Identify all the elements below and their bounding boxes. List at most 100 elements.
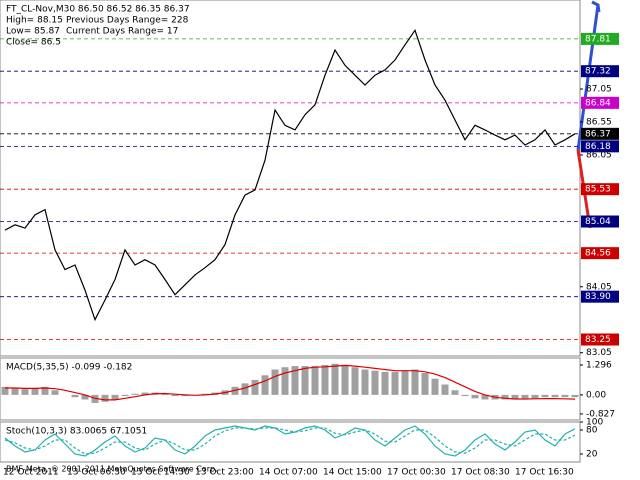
macd-bar <box>381 371 389 395</box>
macd-bar <box>291 366 299 395</box>
x-tick-label: 13 Oct 06:30 <box>67 468 126 478</box>
panel-title: Stoch(10,3,3) 83.0065 67.1051 <box>6 427 147 437</box>
macd-bar <box>51 390 59 395</box>
macd-bar <box>101 394 109 402</box>
macd-bar <box>571 394 579 398</box>
level-box <box>581 247 619 260</box>
macd-bar <box>431 378 439 395</box>
macd-bar <box>71 394 79 398</box>
level-box <box>581 290 619 303</box>
macd-bar <box>511 394 519 400</box>
macd-bar <box>371 370 379 395</box>
level-box <box>581 333 619 346</box>
macd-bar <box>31 387 39 395</box>
series-line <box>4 425 576 457</box>
macd-frame <box>0 357 581 421</box>
macd-bar <box>551 394 559 398</box>
y-tick-label: 0.00 <box>586 390 606 400</box>
y-tick-label: 83.05 <box>586 348 612 358</box>
macd-bar <box>451 390 459 395</box>
macd-bar <box>261 375 269 395</box>
series-line <box>4 28 576 322</box>
level-label: 87.32 <box>585 67 611 77</box>
macd-bar <box>481 394 489 400</box>
macd-bar <box>311 366 319 395</box>
level-box <box>581 127 619 140</box>
info-text: High= 88.15 <box>6 16 63 26</box>
macd-bar <box>271 369 279 395</box>
macd-bar <box>251 379 259 395</box>
macd-bar <box>161 393 169 395</box>
x-tick-label: 13 Oct 14:30 <box>131 468 190 478</box>
macd-bar <box>471 394 479 399</box>
macd-bar <box>401 370 409 395</box>
info-text: Previous Days Range= 228 <box>66 16 189 26</box>
macd-bar <box>141 392 149 395</box>
level-label: 86.84 <box>585 98 611 108</box>
level-label: 83.90 <box>585 292 611 302</box>
macd-bar <box>541 394 549 398</box>
macd-bar <box>41 386 49 395</box>
level-box <box>581 215 619 228</box>
macd-bar <box>321 364 329 395</box>
macd-bar <box>331 363 339 395</box>
arrow-head <box>591 0 601 13</box>
y-tick-label: 86.55 <box>586 117 612 127</box>
macd-bar <box>91 394 99 403</box>
level-box <box>581 140 619 153</box>
x-tick-label: 17 Oct 16:30 <box>515 468 574 478</box>
macd-bar <box>281 367 289 395</box>
macd-bar <box>1 386 9 395</box>
y-tick-label: 87.05 <box>586 85 612 95</box>
forecast-arrow-up <box>576 4 600 151</box>
panel-title: MACD(5,35,5) -0.099 -0.182 <box>6 363 132 373</box>
macd-bar <box>121 394 129 397</box>
y-tick-label: -0.827 <box>586 409 615 419</box>
macd-bar <box>111 394 119 400</box>
macd-bar <box>81 394 89 400</box>
panel-title: FT_CL-Nov,M30 86.50 86.52 86.35 86.37 <box>6 5 190 15</box>
level-box <box>581 32 619 45</box>
y-tick-label: 84.05 <box>586 282 612 292</box>
level-box <box>581 96 619 109</box>
y-tick-label: 100 <box>586 418 603 428</box>
macd-bar <box>421 372 429 395</box>
info-text: Low= 85.87 <box>6 27 60 37</box>
macd-bar <box>391 371 399 395</box>
macd-bar <box>341 364 349 395</box>
macd-bar <box>461 394 469 397</box>
y-tick-label: 86.05 <box>586 150 612 160</box>
y-tick-label: 1.296 <box>586 361 612 371</box>
macd-bar <box>411 369 419 395</box>
x-tick-label: 12 Oct 2011 <box>3 468 59 478</box>
main-frame <box>0 0 581 357</box>
x-tick-label: 14 Oct 07:00 <box>259 468 318 478</box>
x-tick-label: 17 Oct 08:30 <box>451 468 510 478</box>
stoch-frame <box>0 421 581 463</box>
level-label: 86.37 <box>585 129 611 139</box>
macd-bar <box>501 394 509 400</box>
level-label: 85.04 <box>585 217 611 227</box>
x-tick-label: 13 Oct 23:00 <box>195 468 254 478</box>
info-text: Current Days Range= 17 <box>66 27 178 37</box>
level-box <box>581 65 619 78</box>
macd-bar <box>561 394 569 398</box>
level-label: 86.18 <box>585 142 611 152</box>
level-box <box>581 183 619 196</box>
macd-bar <box>441 384 449 395</box>
macd-bar <box>171 394 179 397</box>
x-tick-label: 14 Oct 15:00 <box>323 468 382 478</box>
x-tick-label: 17 Oct 00:30 <box>387 468 446 478</box>
level-label: 87.81 <box>585 34 611 44</box>
y-tick-label: 80 <box>586 426 598 436</box>
macd-bar <box>301 366 309 395</box>
level-label: 84.56 <box>585 249 611 259</box>
macd-bar <box>21 389 29 395</box>
macd-bar <box>361 369 369 395</box>
macd-bar <box>241 383 249 395</box>
macd-bar <box>531 394 539 399</box>
level-label: 83.25 <box>585 335 611 345</box>
y-tick-label: 20 <box>586 450 598 460</box>
